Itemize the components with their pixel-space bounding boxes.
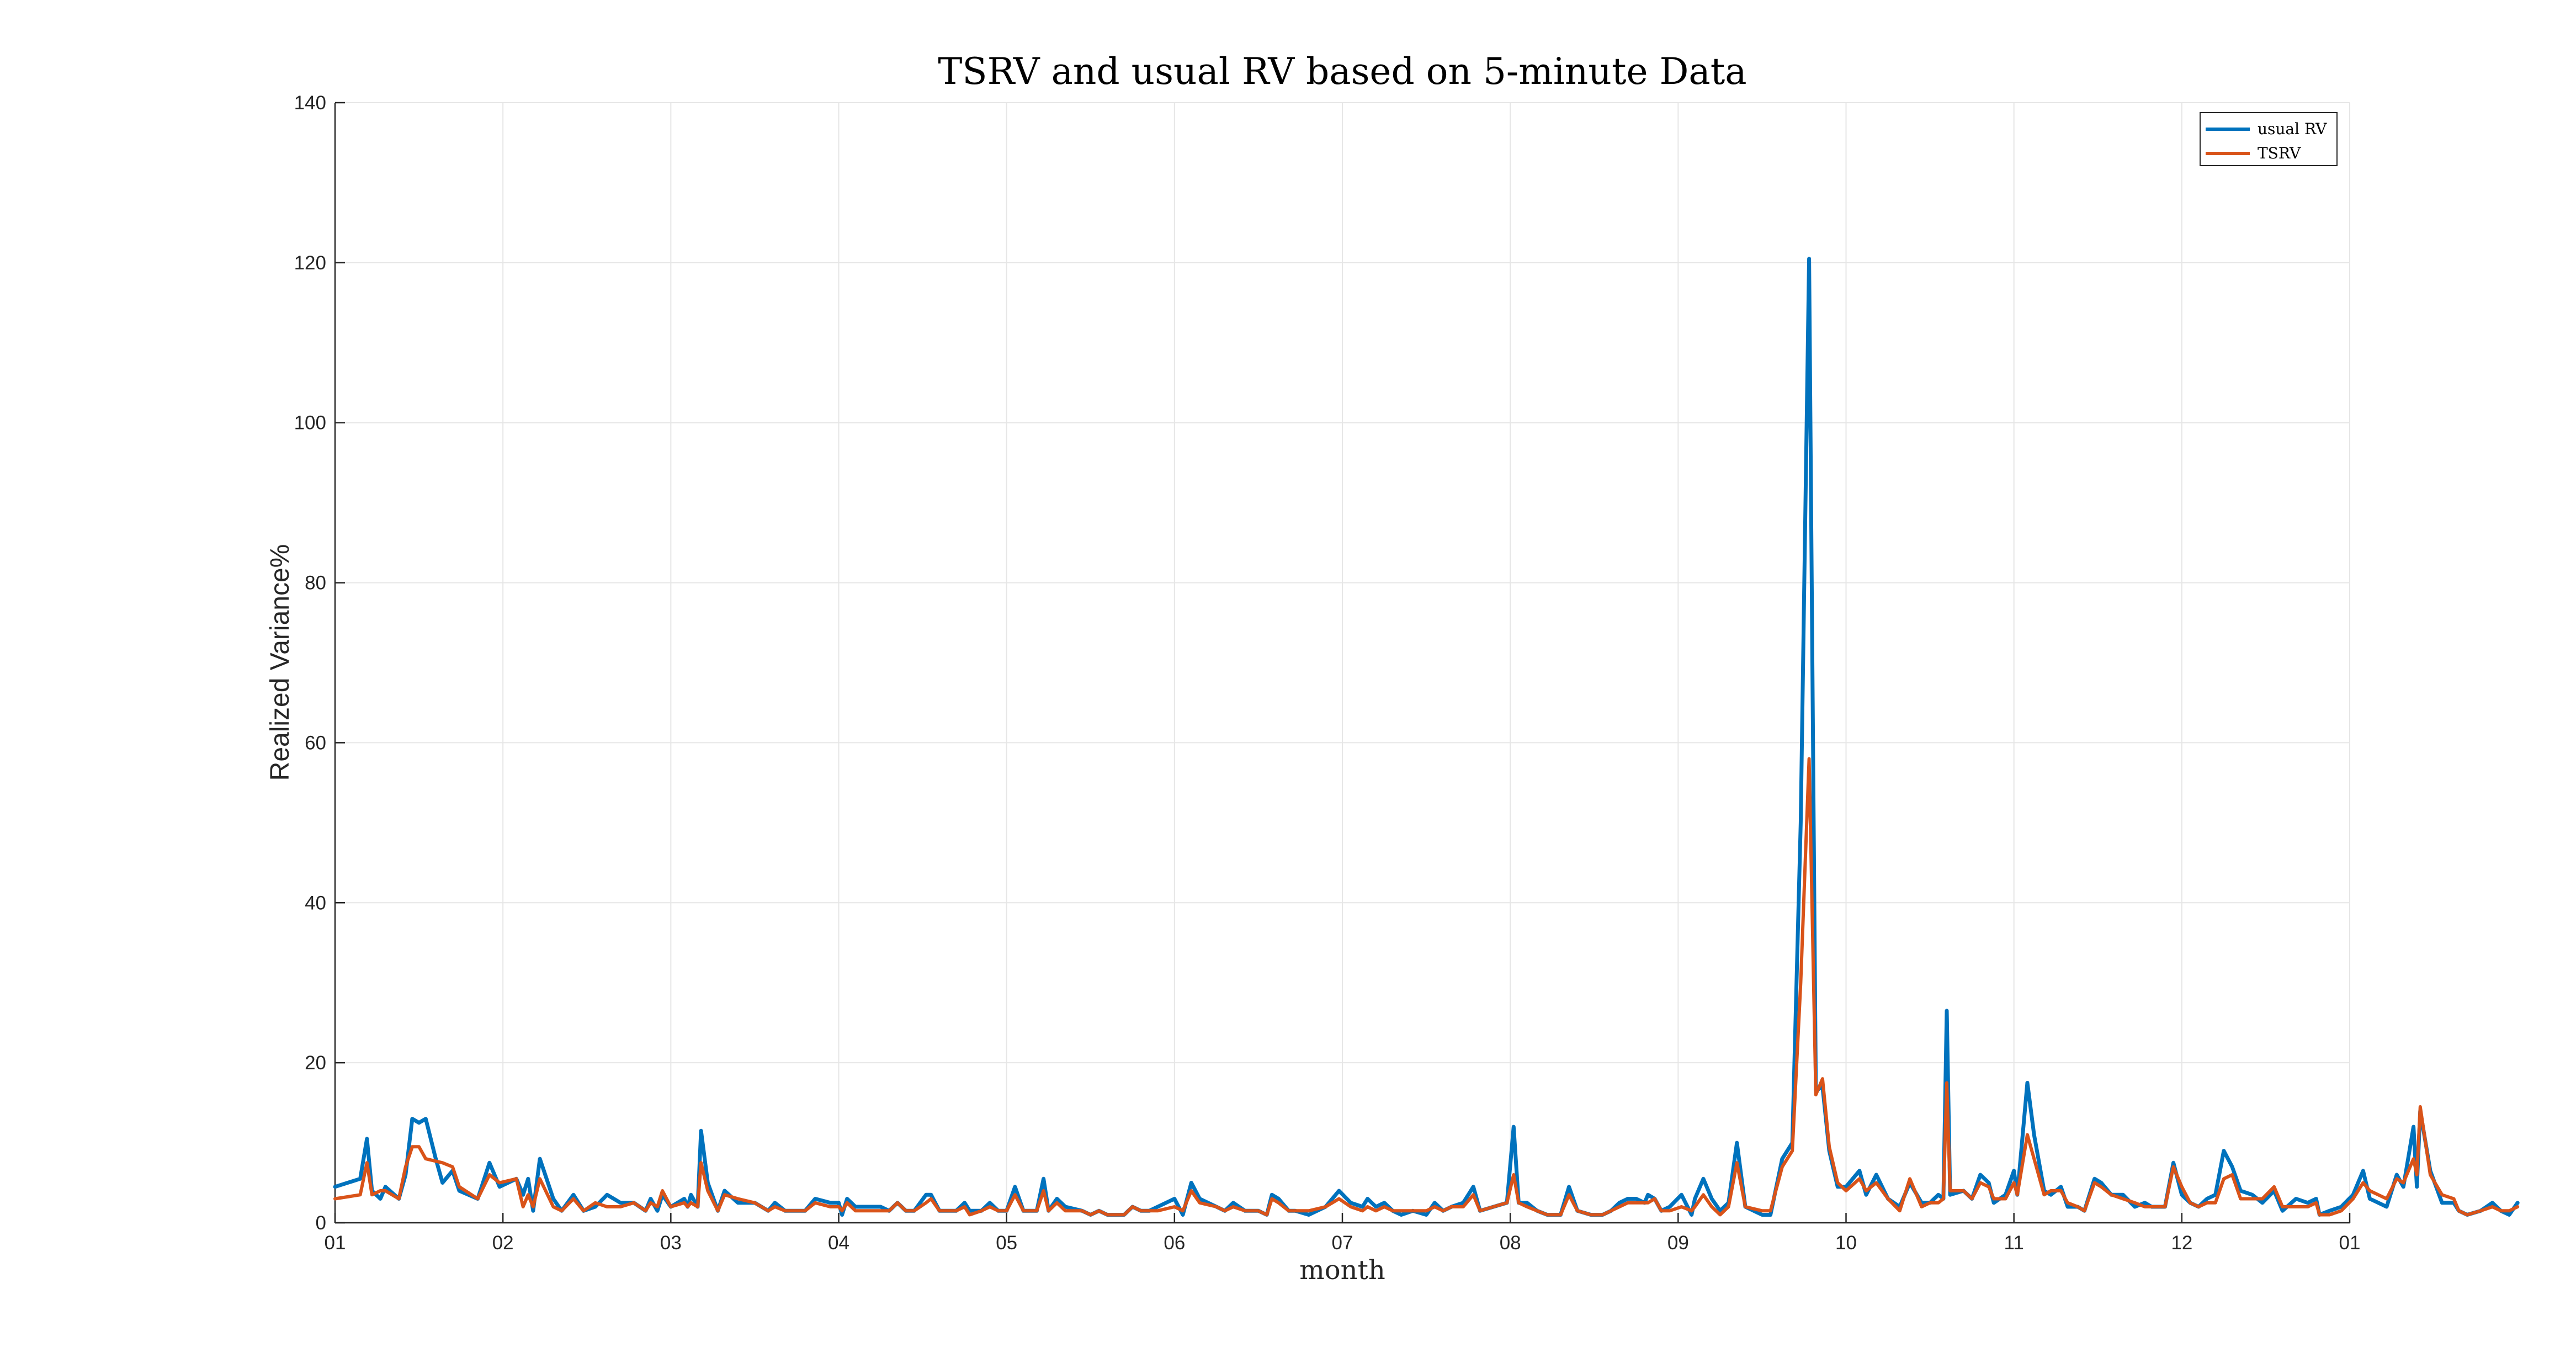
x-tick-label: 01: [325, 1232, 346, 1254]
x-tick-label: 08: [1500, 1232, 1521, 1254]
legend-label: TSRV: [2258, 144, 2301, 162]
legend: usual RV TSRV: [2200, 112, 2338, 166]
x-tick-label: 07: [1332, 1232, 1353, 1254]
y-ticks: 0 20 40 60 80 100 120 140: [294, 92, 345, 1234]
chart-title: TSRV and usual RV based on 5-minute Data: [938, 50, 1746, 93]
y-tick-label: 100: [294, 412, 326, 434]
y-tick-label: 0: [316, 1212, 326, 1234]
x-tick-label: 05: [996, 1232, 1017, 1254]
x-tick-label: 04: [828, 1232, 849, 1254]
y-tick-label: 120: [294, 252, 326, 274]
x-tick-label: 09: [1667, 1232, 1689, 1254]
y-tick-label: 60: [305, 732, 326, 754]
tsrv-line: [333, 757, 2520, 1217]
x-axis-label: month: [1299, 1255, 1385, 1286]
legend-label: usual RV: [2258, 120, 2327, 138]
legend-box: [2200, 112, 2338, 166]
x-tick-label: 10: [1835, 1232, 1857, 1254]
y-tick-label: 20: [305, 1052, 326, 1074]
x-ticks: 01 02 03 04 05 06 07 08 09 10 11 12 01: [325, 1213, 2361, 1254]
y-tick-label: 140: [294, 92, 326, 114]
x-tick-label: 03: [660, 1232, 682, 1254]
grid: [335, 103, 2350, 1223]
x-tick-label: 02: [492, 1232, 514, 1254]
y-tick-label: 40: [305, 892, 326, 914]
y-axis-label: Realized Variance%: [265, 544, 295, 781]
y-tick-label: 80: [305, 572, 326, 594]
series-group: [333, 257, 2520, 1217]
x-tick-label: 01: [2339, 1232, 2361, 1254]
x-tick-label: 12: [2171, 1232, 2192, 1254]
x-tick-label: 11: [2004, 1232, 2023, 1254]
x-tick-label: 06: [1164, 1232, 1185, 1254]
